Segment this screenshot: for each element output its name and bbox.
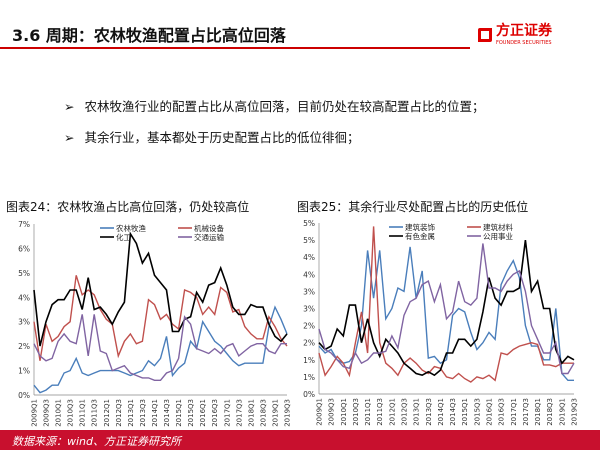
x-tick-label: 2017Q3 xyxy=(235,399,243,427)
y-tick-label: 3% xyxy=(303,305,315,314)
series-line-交通运输 xyxy=(33,314,287,382)
x-tick-label: 2011Q3 xyxy=(91,399,99,427)
legend-label: 农林牧渔 xyxy=(116,223,146,233)
logo-en: FOUNDER SECURITIES xyxy=(496,40,552,46)
x-tick-label: 2009Q3 xyxy=(43,399,51,427)
x-tick-label: 2010Q1 xyxy=(340,398,348,426)
bullet-text: 其余行业，基本都处于历史配置占比的低位徘徊； xyxy=(84,130,360,145)
series-line-化工 xyxy=(33,231,288,347)
founder-logo: 方正证券 FOUNDER SECURITIES xyxy=(478,24,552,46)
x-tick-label: 2012Q3 xyxy=(115,399,123,427)
y-tick-label: 5% xyxy=(303,236,315,245)
x-tick-label: 2019Q1 xyxy=(558,398,566,426)
y-tick-label: 3% xyxy=(18,318,30,327)
bullet-text: 农林牧渔行业的配置占比从高位回落，目前仍处在较高配置占比的位置； xyxy=(84,99,485,114)
x-tick-label: 2016Q1 xyxy=(486,398,494,426)
legend-label: 有色金属 xyxy=(405,231,435,241)
x-tick-label: 2018Q3 xyxy=(259,399,267,427)
y-tick-label: 0% xyxy=(18,391,30,400)
x-tick-label: 2013Q3 xyxy=(425,398,433,426)
legend-label: 机械设备 xyxy=(194,223,224,233)
chart25: 0% 1% 1% 2% 2% 3% 3% 4% 4% 5% 5% 2009Q1 2009Q3 2010Q1… xyxy=(303,219,579,426)
x-tick-label: 2012Q3 xyxy=(401,398,409,426)
logo-icon xyxy=(478,28,492,42)
logo-cn: 方正证券 xyxy=(496,23,552,39)
x-tick-label: 2012Q1 xyxy=(388,398,396,426)
series-line-有色金属 xyxy=(318,240,575,377)
y-tick-label: 0% xyxy=(303,390,315,399)
x-tick-label: 2019Q1 xyxy=(271,399,279,427)
legend-label: 建筑材料 xyxy=(483,222,513,232)
legend-label: 化工 xyxy=(116,232,131,242)
y-tick-label: 2% xyxy=(303,322,315,331)
x-tick-label: 2017Q3 xyxy=(522,398,530,426)
chart24-title: 图表24：农林牧渔占比高位回落，仍处较高位 xyxy=(6,200,250,214)
y-tick-label: 1% xyxy=(18,367,30,376)
x-tick-label: 2016Q3 xyxy=(498,398,506,426)
x-tick-label: 2010Q1 xyxy=(55,399,63,427)
x-tick-label: 2015Q1 xyxy=(461,398,469,426)
footer-bar: 数据来源：wind、方正证券研究所 xyxy=(0,430,600,450)
x-tick-label: 2018Q1 xyxy=(247,399,255,427)
x-tick-label: 2010Q3 xyxy=(67,399,75,427)
x-tick-label: 2018Q3 xyxy=(546,398,554,426)
y-tick-label: 4% xyxy=(303,253,315,262)
y-tick-label: 1% xyxy=(303,373,315,382)
arrow-bullet-icon: ➢ xyxy=(64,99,75,114)
y-tick-label: 4% xyxy=(18,293,30,302)
x-tick-label: 2012Q1 xyxy=(103,399,111,427)
x-tick-label: 2018Q1 xyxy=(534,398,542,426)
series-line-机械设备 xyxy=(33,275,288,361)
x-tick-label: 2011Q1 xyxy=(79,399,87,427)
x-tick-label: 2016Q1 xyxy=(199,399,207,427)
x-tick-label: 2015Q3 xyxy=(473,398,481,426)
series-line-农林牧渔 xyxy=(33,305,288,394)
x-tick-label: 2011Q3 xyxy=(376,398,384,426)
x-tick-label: 2017Q1 xyxy=(223,399,231,427)
y-tick-label: 2% xyxy=(303,339,315,348)
x-tick-label: 2013Q1 xyxy=(413,398,421,426)
x-tick-label: 2017Q1 xyxy=(510,398,518,426)
x-tick-label: 2014Q3 xyxy=(449,398,457,426)
bullet-item: ➢ 农林牧渔行业的配置占比从高位回落，目前仍处在较高配置占比的位置； xyxy=(64,96,485,115)
chart25-title: 图表25：其余行业尽处配置占比的历史低位 xyxy=(297,200,529,214)
x-tick-label: 2011Q1 xyxy=(364,398,372,426)
x-tick-label: 2009Q3 xyxy=(328,398,336,426)
legend-label: 公用事业 xyxy=(483,231,513,241)
y-tick-label: 2% xyxy=(18,342,30,351)
x-tick-label: 2019Q3 xyxy=(571,398,579,426)
x-tick-label: 2014Q1 xyxy=(437,398,445,426)
series-line-建筑装饰 xyxy=(318,246,574,382)
arrow-bullet-icon: ➢ xyxy=(64,130,75,145)
series-line-公用事业 xyxy=(318,243,575,375)
y-tick-label: 1% xyxy=(303,356,315,365)
y-tick-label: 5% xyxy=(303,219,315,228)
y-tick-label: 5% xyxy=(18,269,30,278)
x-tick-label: 2009Q1 xyxy=(316,398,324,426)
bullet-list: ➢ 农林牧渔行业的配置占比从高位回落，目前仍处在较高配置占比的位置； ➢ 其余行业，… xyxy=(64,96,485,158)
y-tick-label: 3% xyxy=(303,287,315,296)
x-tick-label: 2013Q1 xyxy=(127,399,135,427)
y-tick-label: 7% xyxy=(18,220,30,229)
x-tick-label: 2015Q3 xyxy=(187,399,195,427)
x-tick-label: 2013Q3 xyxy=(139,399,147,427)
y-tick-label: 4% xyxy=(303,270,315,279)
legend-label: 交通运输 xyxy=(194,232,224,242)
page-title: 3.6 周期：农林牧渔配置占比高位回落 xyxy=(12,26,286,45)
y-tick-label: 6% xyxy=(18,244,30,253)
x-tick-label: 2009Q1 xyxy=(31,399,39,427)
chart24: 0% 1% 2% 3% 4% 5% 6% 7% 2009Q1 2009Q3 2010Q1 2010Q3… xyxy=(18,220,292,427)
x-tick-label: 2015Q1 xyxy=(175,399,183,427)
series-line-建筑材料 xyxy=(318,226,574,383)
x-tick-label: 2010Q3 xyxy=(352,398,360,426)
bullet-item: ➢ 其余行业，基本都处于历史配置占比的低位徘徊； xyxy=(64,127,485,146)
x-tick-label: 2014Q3 xyxy=(163,399,171,427)
legend-label: 建筑装饰 xyxy=(405,222,435,232)
data-source: 数据来源：wind、方正证券研究所 xyxy=(12,435,182,448)
title-divider xyxy=(0,47,470,49)
x-tick-label: 2016Q3 xyxy=(211,399,219,427)
x-tick-label: 2014Q1 xyxy=(151,399,159,427)
x-tick-label: 2019Q3 xyxy=(284,399,292,427)
